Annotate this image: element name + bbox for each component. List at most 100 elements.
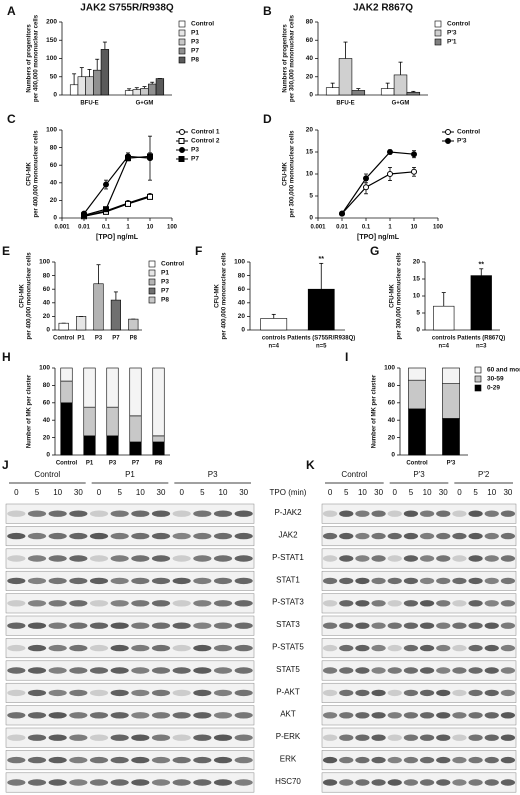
legend-swatch [434,38,442,46]
legend-swatch [178,56,186,64]
y-tick-label: 80 [306,19,314,26]
blot-band [193,555,212,562]
legend-label: Control [447,21,470,28]
bar-segment [83,435,96,456]
blot-band [322,555,338,562]
time-label: 30 [439,488,448,497]
blot-band [131,532,150,540]
y-tick-label: 80 [43,272,51,279]
blot-band [48,779,67,786]
blot-band [419,510,435,517]
blot-band [452,734,467,741]
blot-band [339,532,354,540]
y-tick-label: 0 [241,327,245,334]
blot-band [89,532,109,540]
y-tick-label: 0 [391,452,395,459]
blot-strip [321,660,517,681]
blot-band [213,555,233,562]
blot-strip [5,593,255,614]
blot-band [48,667,67,674]
legend-label: P1 [161,270,169,277]
time-label: 10 [53,488,62,497]
blot-band [419,779,435,786]
blot-band [500,756,516,764]
blot-band [452,644,467,652]
marker [125,155,131,162]
blot-band [468,712,483,719]
blot-band [193,756,212,764]
blot-band [436,756,451,764]
blot-band [452,667,467,674]
blot-band [193,734,212,741]
blot-band [110,734,129,741]
group-label: Control [341,470,367,479]
row-label: HSC70 [275,777,301,786]
legend-label: P3 [191,39,199,46]
y-tick-label: 100 [46,127,57,134]
x-tick-label: P1 [86,461,94,467]
legend-label: P'1 [447,39,457,46]
blot-band [322,756,338,764]
blot-band [484,577,499,585]
blot-band [172,712,191,719]
x-tick-label: 0.01 [78,225,90,231]
blot-band [484,756,499,764]
y-axis-label: per 400,000 mononuclear cells [34,14,40,102]
blot-band [371,577,386,585]
blot-band [371,779,386,786]
blot-band [234,532,253,540]
blot-band [403,577,419,585]
blot-band [172,622,191,629]
time-label: 10 [358,488,367,497]
blot-band [69,600,88,607]
y-axis-label: CFU-MK [27,162,33,186]
blot-band [436,510,451,517]
blot-band [355,644,370,652]
y-axis-label: per 300,000 mononuclear cells [290,14,296,102]
time-label: 10 [487,488,496,497]
blot-band [234,600,253,607]
legend-label: Control [457,129,480,136]
blot-band [339,667,354,674]
count-label: n=3 [476,344,487,350]
blot-strip [321,570,517,591]
blot-band [151,689,171,697]
blot-band [371,734,386,741]
bar [132,89,141,96]
blot-band [234,622,253,629]
blot-strip [5,548,255,569]
blot-band [468,734,483,741]
bar [338,58,353,96]
blot-band [500,600,516,607]
bar-segment [83,406,96,437]
blot-band [403,779,419,786]
panel-letter: I [345,350,348,364]
blot-strip [5,750,255,771]
blot-band [213,600,233,607]
row-label: P-ERK [276,732,301,741]
bar-segment [60,367,73,382]
legend-marker [445,129,451,135]
y-tick-label: 20 [306,127,314,134]
legend-marker [445,138,451,144]
x-tick-label: P3 [95,336,103,342]
blot-band [484,555,499,562]
y-tick-label: 40 [238,300,246,307]
bar-segment [106,367,119,408]
time-label: 30 [74,488,83,497]
time-label: 0 [457,488,462,497]
y-tick-label: 10 [306,171,314,178]
y-tick-label: 60 [43,400,51,407]
y-tick-label: 5 [309,193,313,200]
legend-label: P'3 [457,138,467,145]
blot-band [131,734,150,741]
blot-strip [5,772,255,793]
time-label: 10 [423,488,432,497]
blot-band [7,622,26,629]
blot-strip [5,526,255,547]
blot-band [69,622,88,629]
x-axis-label: [TPO] ng/mL [96,234,139,241]
blot-band [193,577,212,585]
y-tick-label: 20 [43,313,51,320]
